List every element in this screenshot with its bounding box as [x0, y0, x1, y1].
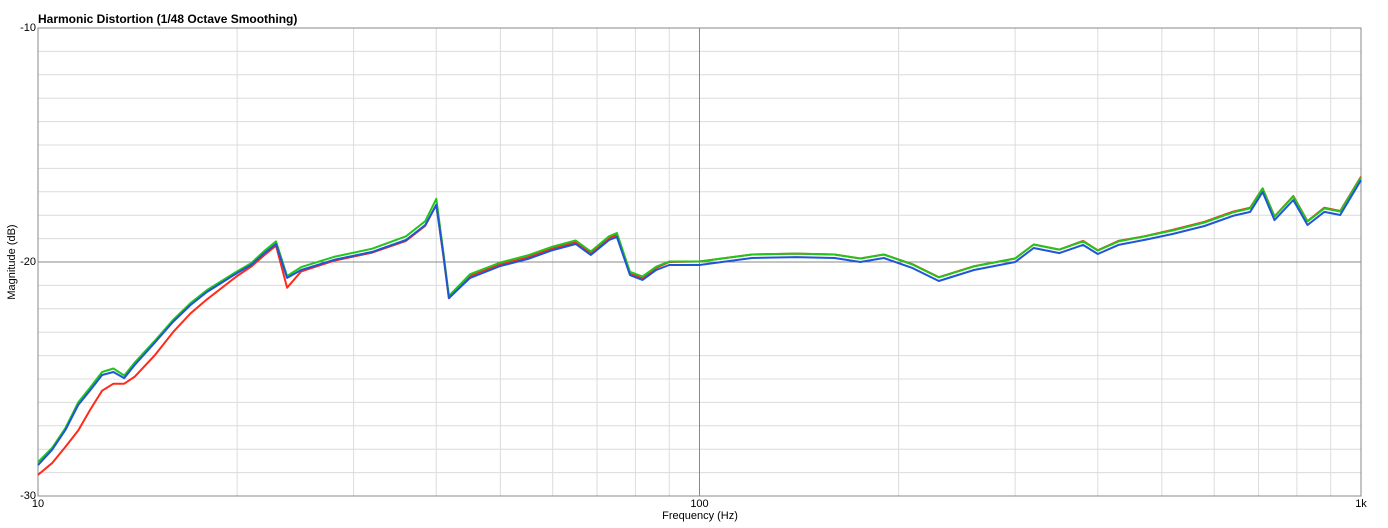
y-tick-label: -10 — [20, 22, 36, 34]
chart-title: Harmonic Distortion (1/48 Octave Smoothi… — [38, 12, 297, 26]
x-axis-label: Frequency (Hz) — [662, 510, 738, 522]
y-axis-label: Magnitude (dB) — [6, 224, 18, 299]
x-tick-label: 100 — [690, 498, 708, 510]
series-line — [37, 179, 1362, 466]
x-tick-label: 1k — [1355, 498, 1367, 510]
y-tick-label: -20 — [20, 256, 36, 268]
x-tick-label: 10 — [32, 498, 44, 510]
y-tick-label: -30 — [20, 490, 36, 502]
series-line — [37, 176, 1362, 463]
